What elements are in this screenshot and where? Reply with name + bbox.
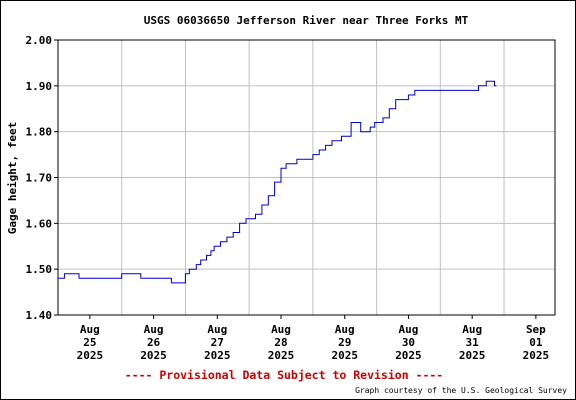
x-tick-label-line: 2025 [331, 349, 358, 362]
x-tick-label-line: 2025 [523, 349, 550, 362]
x-tick-label-line: 01 [529, 336, 543, 349]
x-axis-ticks: Aug252025Aug262025Aug272025Aug282025Aug2… [77, 315, 550, 362]
x-tick-label-line: 2025 [459, 349, 486, 362]
y-axis-label: Gage height, feet [6, 122, 19, 235]
x-tick-label-line: 2025 [268, 349, 295, 362]
x-tick-label-line: 29 [338, 336, 351, 349]
x-tick-label-line: 28 [274, 336, 287, 349]
x-tick-label-line: 2025 [77, 349, 104, 362]
y-tick-label: 2.00 [26, 34, 53, 47]
x-tick-label-line: 25 [83, 336, 96, 349]
y-tick-label: 1.40 [26, 309, 53, 322]
x-tick-label-line: 30 [402, 336, 415, 349]
x-tick-label-line: Aug [399, 323, 419, 336]
x-tick-label-line: 2025 [204, 349, 231, 362]
x-tick-label-line: Sep [526, 323, 546, 336]
x-tick-label-line: 26 [147, 336, 161, 349]
x-tick-label-line: 31 [466, 336, 480, 349]
x-tick-label-line: 2025 [395, 349, 422, 362]
y-tick-label: 1.60 [26, 217, 53, 230]
x-tick-label-line: Aug [271, 323, 291, 336]
y-axis-ticks: 1.40 1.50 1.60 1.70 1.80 1.90 2.00 [26, 34, 58, 322]
chart-title: USGS 06036650 Jefferson River near Three… [144, 14, 469, 27]
x-tick-label-line: Aug [335, 323, 355, 336]
y-tick-label: 1.50 [26, 263, 53, 276]
x-tick-label-line: Aug [462, 323, 482, 336]
y-tick-label: 1.80 [26, 126, 53, 139]
x-tick-label-line: 2025 [140, 349, 167, 362]
y-tick-label: 1.70 [26, 172, 53, 185]
gage-height-series-line [58, 80, 497, 284]
provisional-data-note: ---- Provisional Data Subject to Revisio… [125, 368, 444, 382]
x-tick-label-line: Aug [80, 323, 100, 336]
x-tick-label-line: 27 [211, 336, 224, 349]
y-tick-label: 1.90 [26, 80, 53, 93]
x-tick-label-line: Aug [144, 323, 164, 336]
x-tick-label-line: Aug [207, 323, 227, 336]
graph-credit: Graph courtesy of the U.S. Geological Su… [355, 386, 567, 395]
